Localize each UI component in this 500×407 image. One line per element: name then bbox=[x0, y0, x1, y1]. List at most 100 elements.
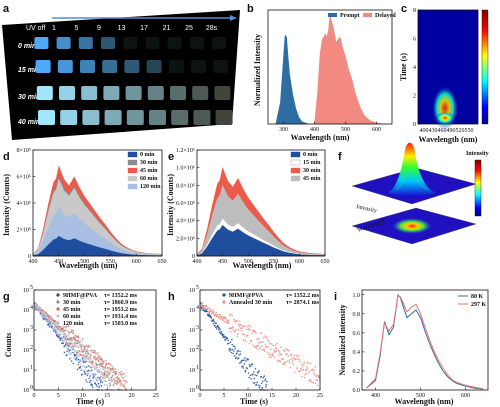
data-point bbox=[209, 308, 211, 311]
data-point bbox=[79, 340, 82, 342]
legend-d: 0 min 30 min 45 min 60 min 120 min bbox=[127, 151, 161, 190]
sample-square bbox=[82, 110, 100, 125]
x-tick-label-d: 550 bbox=[106, 259, 115, 265]
data-point bbox=[279, 360, 282, 363]
data-point bbox=[94, 356, 97, 358]
data-point bbox=[72, 344, 74, 347]
data-point bbox=[118, 371, 121, 374]
data-point bbox=[83, 365, 86, 368]
data-point bbox=[314, 365, 317, 368]
series-points-4 bbox=[33, 301, 113, 391]
data-point bbox=[40, 311, 43, 314]
data-point bbox=[72, 338, 74, 341]
y-tick-exp-g: 0 bbox=[30, 385, 33, 391]
data-point bbox=[239, 350, 241, 353]
data-point bbox=[300, 367, 303, 370]
y-tick-exp-h: 0 bbox=[196, 385, 199, 391]
data-point bbox=[109, 379, 112, 381]
y-tick-label-d: 0 bbox=[28, 254, 31, 260]
x-tick-label-b: 600 bbox=[372, 127, 381, 133]
data-point bbox=[217, 325, 219, 327]
series-points-1 bbox=[199, 301, 321, 387]
data-point bbox=[68, 338, 70, 340]
legend-swatch-d bbox=[127, 175, 138, 182]
data-point bbox=[106, 384, 108, 387]
data-point bbox=[48, 317, 50, 320]
data-point bbox=[261, 345, 263, 347]
data-point bbox=[238, 320, 241, 323]
uv-label-line1: 254nm bbox=[26, 17, 48, 24]
data-point bbox=[233, 318, 235, 320]
data-point bbox=[91, 386, 94, 389]
sample-square bbox=[124, 60, 140, 73]
data-point bbox=[54, 323, 57, 326]
data-point bbox=[86, 381, 88, 383]
sample-square bbox=[192, 86, 209, 100]
data-point bbox=[287, 355, 290, 357]
data-point bbox=[99, 381, 102, 383]
data-point bbox=[100, 375, 103, 378]
data-point bbox=[75, 339, 77, 342]
data-point bbox=[91, 349, 94, 352]
second-label: 28s bbox=[206, 25, 218, 32]
x-tick-label-g: 15 bbox=[104, 393, 110, 399]
data-point bbox=[85, 379, 87, 381]
data-point bbox=[235, 356, 237, 359]
data-point bbox=[215, 311, 217, 314]
data-point bbox=[229, 331, 232, 333]
data-point bbox=[68, 335, 71, 338]
data-point bbox=[240, 361, 242, 364]
colorbar-c bbox=[481, 9, 489, 125]
data-point bbox=[260, 341, 263, 344]
data-point bbox=[112, 378, 115, 381]
data-point bbox=[316, 379, 319, 382]
xlabel-d: Wavelength (nm) bbox=[59, 261, 118, 270]
data-point bbox=[265, 336, 268, 339]
data-point bbox=[68, 342, 70, 345]
data-point bbox=[215, 314, 217, 316]
data-point bbox=[82, 359, 85, 361]
data-point bbox=[259, 385, 261, 387]
data-point bbox=[70, 356, 73, 359]
data-point bbox=[303, 363, 305, 365]
data-point bbox=[260, 382, 263, 385]
legend-label-d: 0 min bbox=[140, 152, 155, 158]
data-point bbox=[110, 377, 113, 380]
data-point bbox=[216, 314, 219, 316]
legend-swatch-d bbox=[127, 159, 138, 166]
chart-d: 400 450 500 550 600 650 0 2×10⁵ 4×10⁵ 6×10⁵ 8×10⁵ bbox=[17, 148, 167, 265]
data-point bbox=[251, 332, 253, 335]
data-point bbox=[55, 330, 58, 333]
legend-prompt: Prompt bbox=[340, 13, 360, 19]
data-point bbox=[35, 303, 37, 305]
data-point bbox=[91, 377, 94, 380]
data-point bbox=[73, 343, 76, 345]
x-tick-label-h: 10 bbox=[245, 393, 251, 399]
data-point bbox=[65, 326, 67, 329]
data-point bbox=[267, 340, 270, 343]
data-point bbox=[113, 370, 116, 373]
data-point bbox=[77, 363, 79, 366]
data-point bbox=[266, 345, 268, 348]
sample-square bbox=[38, 110, 55, 125]
row-label: 40 min bbox=[17, 119, 40, 126]
data-point bbox=[247, 372, 250, 374]
data-point bbox=[294, 371, 296, 374]
data-point bbox=[35, 305, 38, 307]
sample-square bbox=[80, 60, 95, 73]
data-point bbox=[309, 378, 312, 381]
data-point bbox=[80, 344, 82, 347]
row-label: 30 min bbox=[18, 94, 40, 101]
y-tick-exp-h: 2 bbox=[196, 345, 199, 351]
data-point bbox=[64, 323, 67, 326]
data-point bbox=[97, 359, 100, 362]
data-point bbox=[258, 386, 261, 389]
data-point bbox=[65, 345, 67, 348]
data-point bbox=[221, 332, 223, 335]
data-point bbox=[213, 320, 215, 323]
data-point bbox=[112, 371, 115, 374]
data-point bbox=[84, 372, 86, 374]
x-tick-label-h: 20 bbox=[293, 393, 299, 399]
data-point bbox=[303, 361, 306, 363]
